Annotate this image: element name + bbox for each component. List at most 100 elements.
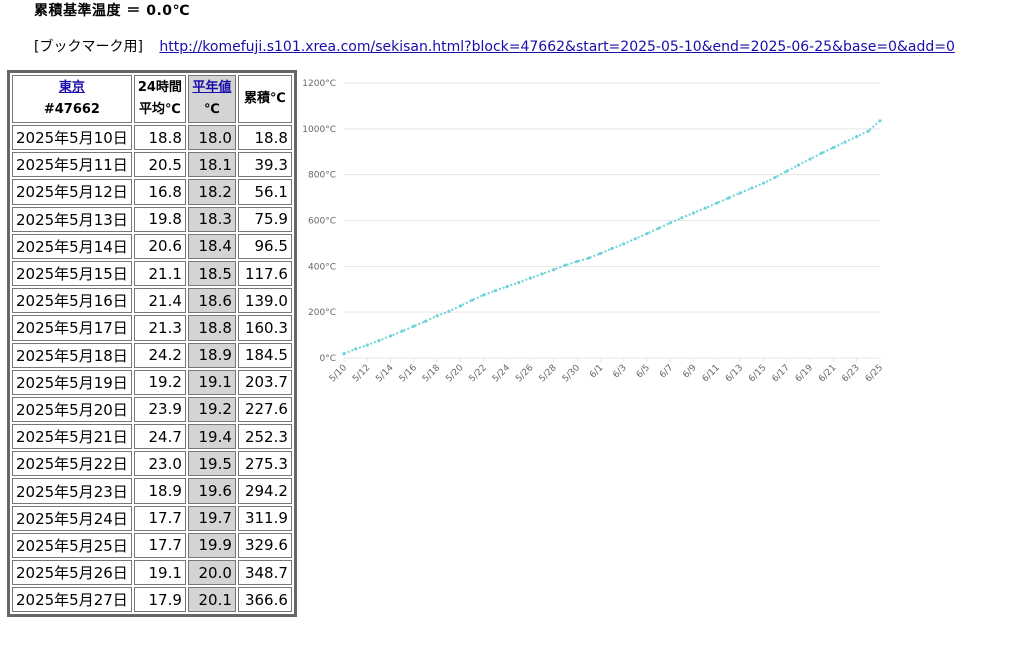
table-row: 2025年5月18日 24.2 18.9 184.5 xyxy=(12,342,292,368)
row-cumulative: 227.6 xyxy=(237,396,292,423)
data-point xyxy=(458,304,463,308)
row-date: 2025年5月18日 xyxy=(12,342,132,368)
series-line xyxy=(343,120,881,355)
row-avg: 20.5 xyxy=(133,152,186,178)
data-point xyxy=(493,288,498,293)
data-point xyxy=(412,324,416,328)
bookmark-link[interactable]: http://komefuji.s101.xrea.com/sekisan.ht… xyxy=(159,39,955,55)
table-row: 2025年5月10日 18.8 18.0 18.8 xyxy=(12,125,292,151)
data-point xyxy=(738,191,742,195)
row-normal: 19.4 xyxy=(187,424,236,450)
data-point xyxy=(726,196,731,200)
normal-header-line2: ℃ xyxy=(204,102,220,117)
x-tick-label: 5/24 xyxy=(491,363,513,385)
row-normal: 18.1 xyxy=(187,152,236,178)
data-point xyxy=(598,251,602,256)
x-tick-label: 5/28 xyxy=(537,363,559,385)
data-point xyxy=(540,272,544,276)
row-date: 2025年5月19日 xyxy=(12,369,132,395)
row-date: 2025年5月12日 xyxy=(12,179,132,205)
row-avg: 18.8 xyxy=(133,125,186,151)
row-cumulative: 139.0 xyxy=(237,288,292,314)
row-normal: 19.6 xyxy=(187,478,236,504)
data-point xyxy=(423,319,428,323)
x-tick-label: 6/7 xyxy=(658,363,675,380)
data-point xyxy=(761,181,766,185)
x-tick-label: 5/12 xyxy=(351,363,372,384)
row-normal: 18.5 xyxy=(187,260,236,287)
x-tick-label: 5/16 xyxy=(398,363,420,385)
data-point xyxy=(691,211,696,215)
row-cumulative: 117.6 xyxy=(237,260,292,287)
y-tick-label: 1200°C xyxy=(302,79,336,89)
data-point xyxy=(820,151,824,155)
data-point xyxy=(435,314,439,318)
data-point xyxy=(785,169,789,173)
table-row: 2025年5月17日 21.3 18.8 160.3 xyxy=(12,315,292,341)
data-point xyxy=(680,216,684,220)
row-cumulative: 329.6 xyxy=(237,532,292,558)
row-avg: 23.9 xyxy=(133,396,186,423)
normal-header-link[interactable]: 平年値 xyxy=(192,80,232,95)
table-row: 2025年5月14日 20.6 18.4 96.5 xyxy=(12,233,292,259)
data-point xyxy=(831,146,835,150)
x-tick-label: 5/10 xyxy=(328,363,350,385)
table-header-row: 東京 #47662 24時間 平均℃ 平年値 ℃ 累積℃ xyxy=(12,75,292,123)
table-row: 2025年5月15日 21.1 18.5 117.6 xyxy=(12,260,292,287)
row-cumulative: 294.2 xyxy=(237,478,292,504)
normal-temp-header: 平年値 ℃ xyxy=(187,75,236,123)
y-tick-label: 800°C xyxy=(308,171,336,181)
data-point xyxy=(482,293,486,297)
x-tick-label: 5/30 xyxy=(561,363,583,385)
data-point xyxy=(552,268,556,272)
row-date: 2025年5月17日 xyxy=(12,315,132,341)
row-cumulative: 160.3 xyxy=(237,315,292,341)
row-cumulative: 203.7 xyxy=(237,369,292,395)
data-point xyxy=(668,221,672,225)
data-point xyxy=(447,309,451,313)
data-point xyxy=(365,343,369,347)
row-date: 2025年5月10日 xyxy=(12,125,132,151)
row-normal: 18.3 xyxy=(187,206,236,232)
table-row: 2025年5月12日 16.8 18.2 56.1 xyxy=(12,179,292,205)
data-point xyxy=(645,231,649,236)
row-date: 2025年5月21日 xyxy=(12,424,132,450)
row-avg: 19.1 xyxy=(133,560,186,586)
row-avg: 23.0 xyxy=(133,451,186,477)
row-avg: 16.8 xyxy=(133,179,186,205)
row-cumulative: 348.7 xyxy=(237,560,292,586)
data-point xyxy=(773,175,777,180)
data-point xyxy=(703,206,707,210)
base-temperature-label: 累積基準温度 ＝ 0.0℃ xyxy=(34,3,191,19)
data-point xyxy=(796,163,801,167)
data-point xyxy=(528,276,533,280)
row-date: 2025年5月16日 xyxy=(12,288,132,314)
x-tick-label: 5/26 xyxy=(514,363,536,385)
table-row: 2025年5月21日 24.7 19.4 252.3 xyxy=(12,424,292,450)
temperature-table: 東京 #47662 24時間 平均℃ 平年値 ℃ 累積℃ 2025年5月10日 1… xyxy=(7,70,297,618)
y-tick-label: 1000°C xyxy=(302,125,336,135)
y-tick-label: 600°C xyxy=(308,217,336,227)
table-row: 2025年5月23日 18.9 19.6 294.2 xyxy=(12,478,292,504)
row-date: 2025年5月13日 xyxy=(12,206,132,232)
data-point xyxy=(587,256,591,260)
station-id: #47662 xyxy=(43,102,100,117)
data-point xyxy=(750,186,754,190)
row-date: 2025年5月25日 xyxy=(12,532,132,558)
row-date: 2025年5月23日 xyxy=(12,478,132,504)
table-row: 2025年5月22日 23.0 19.5 275.3 xyxy=(12,451,292,477)
row-cumulative: 75.9 xyxy=(237,206,292,232)
table-row: 2025年5月26日 19.1 20.0 348.7 xyxy=(12,560,292,586)
row-normal: 18.0 xyxy=(187,125,236,151)
bookmark-label: [ブックマーク用] xyxy=(34,39,143,55)
row-date: 2025年5月14日 xyxy=(12,233,132,259)
table-row: 2025年5月25日 17.7 19.9 329.6 xyxy=(12,532,292,558)
row-avg: 18.9 xyxy=(133,478,186,504)
row-cumulative: 18.8 xyxy=(237,125,292,151)
table-row: 2025年5月19日 19.2 19.1 203.7 xyxy=(12,369,292,395)
station-name-link[interactable]: 東京 xyxy=(58,80,85,95)
row-date: 2025年5月15日 xyxy=(12,260,132,287)
row-date: 2025年5月22日 xyxy=(12,451,132,477)
row-cumulative: 252.3 xyxy=(237,424,292,450)
table-row: 2025年5月20日 23.9 19.2 227.6 xyxy=(12,396,292,423)
